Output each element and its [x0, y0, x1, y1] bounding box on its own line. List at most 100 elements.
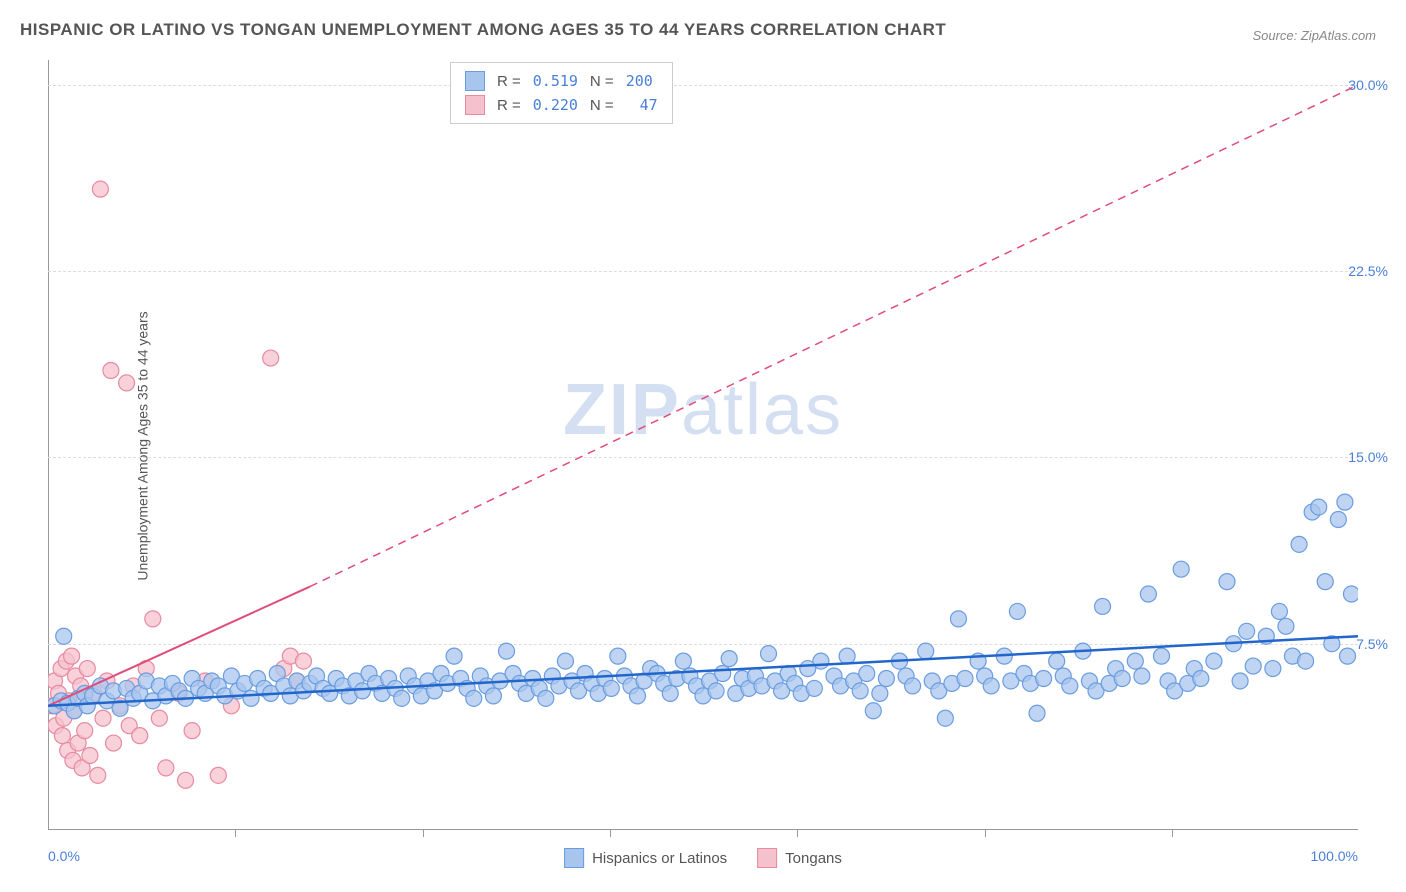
data-point: [603, 680, 619, 696]
data-point: [662, 685, 678, 701]
data-point: [1232, 673, 1248, 689]
swatch-pink: [465, 95, 485, 115]
swatch-blue: [465, 71, 485, 91]
data-point: [184, 723, 200, 739]
data-point: [1271, 603, 1287, 619]
data-point: [394, 690, 410, 706]
data-point: [92, 181, 108, 197]
data-point: [132, 728, 148, 744]
data-point: [151, 710, 167, 726]
data-point: [54, 728, 70, 744]
data-point: [852, 683, 868, 699]
data-point: [466, 690, 482, 706]
r-value-pink: 0.220: [533, 96, 578, 114]
data-point: [499, 643, 515, 659]
n-value-blue: 200: [626, 72, 653, 90]
data-point: [1343, 586, 1358, 602]
x-tick: [1172, 830, 1173, 837]
data-point: [263, 350, 279, 366]
data-point: [937, 710, 953, 726]
data-point: [1140, 586, 1156, 602]
data-point: [1062, 678, 1078, 694]
x-tick: [797, 830, 798, 837]
data-point: [859, 666, 875, 682]
data-point: [82, 747, 98, 763]
data-point: [446, 648, 462, 664]
chart-title: HISPANIC OR LATINO VS TONGAN UNEMPLOYMEN…: [20, 20, 946, 40]
x-tick: [985, 830, 986, 837]
y-tick-label: 7.5%: [1356, 636, 1388, 652]
correlation-stats-legend: R = 0.519 N = 200 R = 0.220 N = 47: [450, 62, 673, 124]
data-point: [1154, 648, 1170, 664]
series-label-blue: Hispanics or Latinos: [592, 850, 727, 867]
data-point: [1095, 598, 1111, 614]
r-label: R =: [497, 97, 521, 114]
x-tick: [610, 830, 611, 837]
data-point: [878, 670, 894, 686]
data-point: [538, 690, 554, 706]
data-point: [761, 646, 777, 662]
data-point: [210, 767, 226, 783]
r-value-blue: 0.519: [533, 72, 578, 90]
n-label: N =: [590, 97, 614, 114]
series-legend: Hispanics or Latinos Tongans: [564, 848, 842, 868]
swatch-blue: [564, 848, 584, 868]
data-point: [103, 362, 119, 378]
data-point: [918, 643, 934, 659]
legend-item-blue: Hispanics or Latinos: [564, 848, 727, 868]
x-axis-max-label: 100.0%: [1311, 848, 1358, 864]
x-tick: [235, 830, 236, 837]
n-label: N =: [590, 73, 614, 90]
data-point: [145, 611, 161, 627]
legend-item-pink: Tongans: [757, 848, 842, 868]
stats-row-pink: R = 0.220 N = 47: [465, 93, 658, 117]
data-point: [1134, 668, 1150, 684]
data-point: [708, 683, 724, 699]
x-axis-min-label: 0.0%: [48, 848, 80, 864]
data-point: [905, 678, 921, 694]
data-point: [1330, 512, 1346, 528]
data-point: [64, 648, 80, 664]
data-point: [295, 653, 311, 669]
data-point: [865, 703, 881, 719]
data-point: [1265, 661, 1281, 677]
data-point: [1298, 653, 1314, 669]
data-point: [557, 653, 573, 669]
data-point: [56, 628, 72, 644]
data-point: [1245, 658, 1261, 674]
data-point: [1193, 670, 1209, 686]
trendline-pink-dashed: [310, 85, 1358, 587]
data-point: [77, 723, 93, 739]
data-point: [950, 611, 966, 627]
data-point: [983, 678, 999, 694]
data-point: [721, 651, 737, 667]
data-point: [119, 375, 135, 391]
data-point: [806, 680, 822, 696]
x-tick: [423, 830, 424, 837]
stats-row-blue: R = 0.519 N = 200: [465, 69, 658, 93]
data-point: [839, 648, 855, 664]
data-point: [813, 653, 829, 669]
data-point: [675, 653, 691, 669]
data-point: [485, 688, 501, 704]
data-point: [1114, 670, 1130, 686]
data-point: [1219, 574, 1235, 590]
data-point: [1337, 494, 1353, 510]
data-point: [610, 648, 626, 664]
data-point: [1036, 670, 1052, 686]
source-attribution: Source: ZipAtlas.com: [1252, 28, 1376, 43]
data-point: [90, 767, 106, 783]
data-point: [79, 661, 95, 677]
n-value-pink: 47: [626, 96, 658, 114]
data-point: [957, 670, 973, 686]
scatter-plot-svg: [48, 60, 1358, 830]
data-point: [243, 690, 259, 706]
data-point: [872, 685, 888, 701]
data-point: [158, 760, 174, 776]
data-point: [1278, 618, 1294, 634]
data-point: [1206, 653, 1222, 669]
swatch-pink: [757, 848, 777, 868]
data-point: [1009, 603, 1025, 619]
data-point: [1049, 653, 1065, 669]
data-point: [630, 688, 646, 704]
